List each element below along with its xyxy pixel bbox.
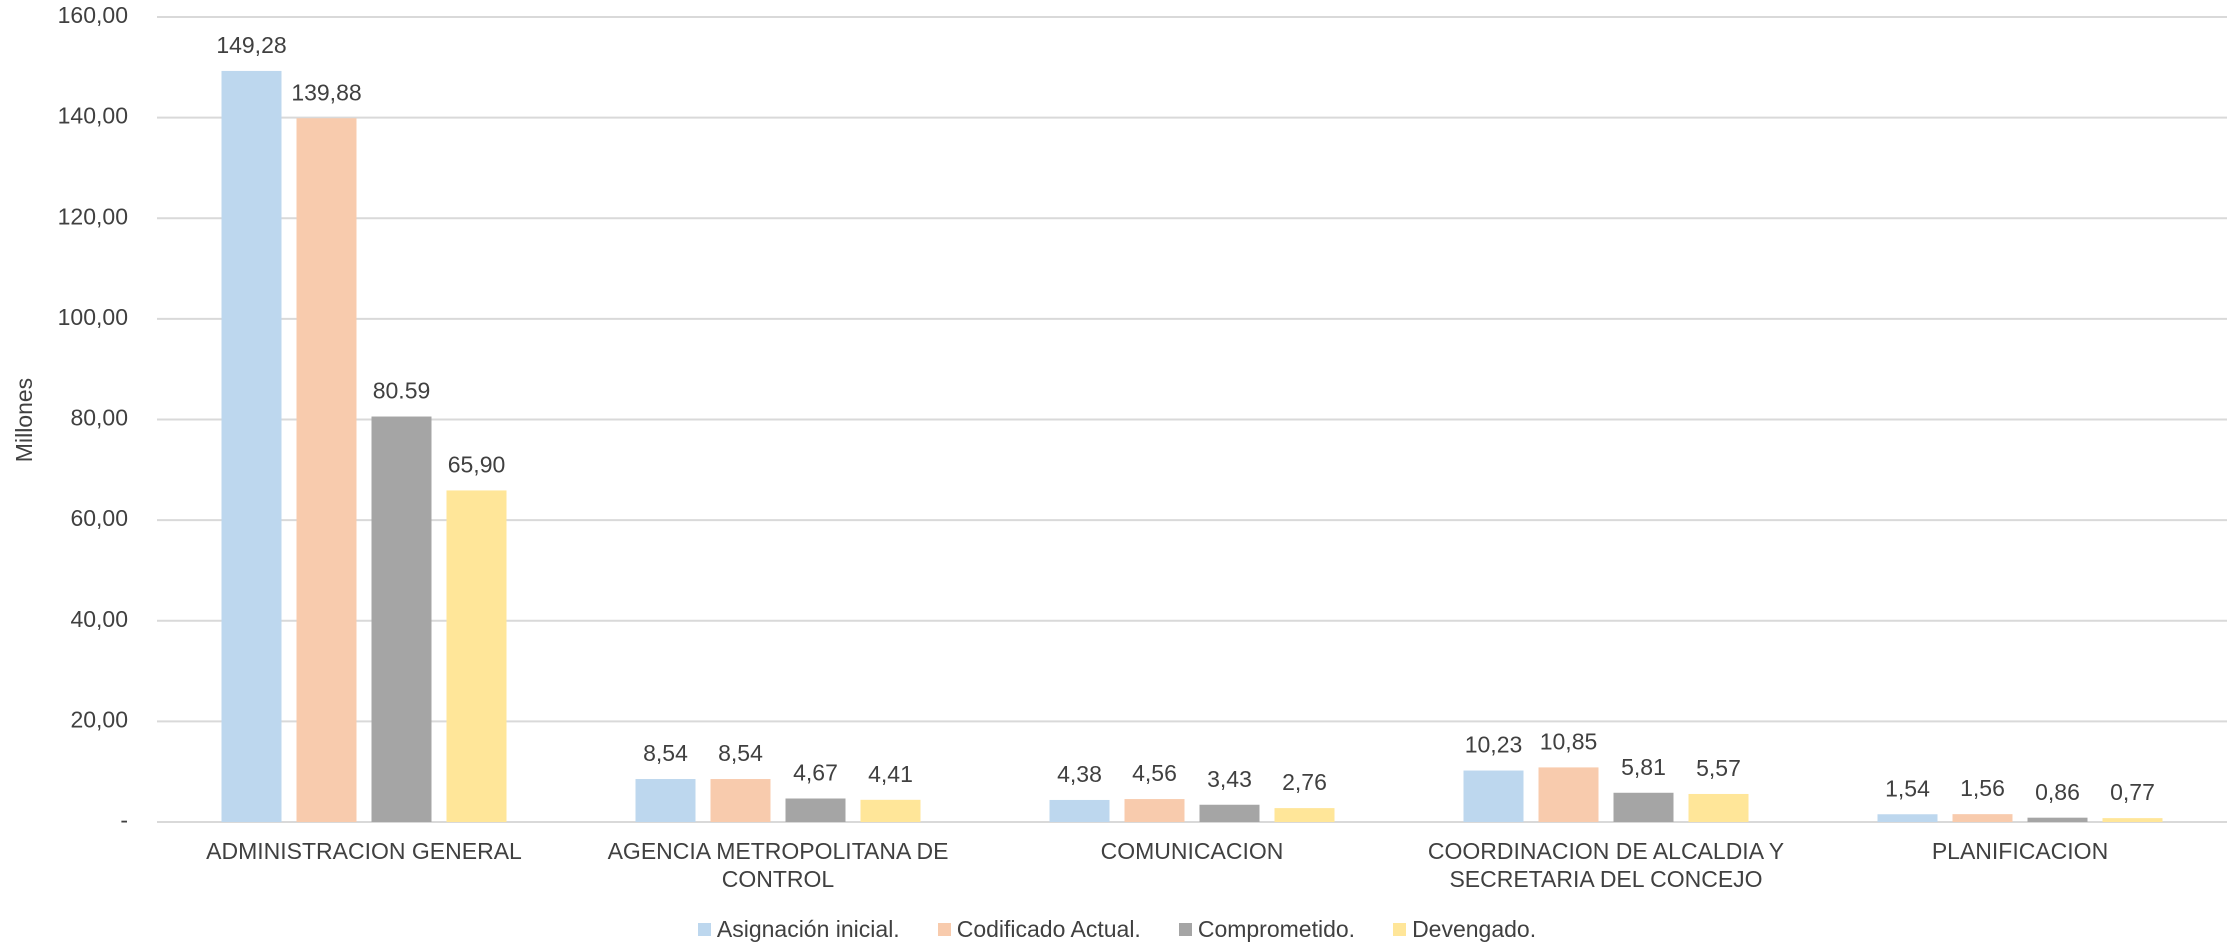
data-label: 65,90: [448, 452, 506, 478]
data-label: 0,77: [2110, 779, 2155, 805]
data-label: 1,56: [1960, 775, 2005, 801]
bar: [1952, 814, 2013, 822]
bar: [1463, 770, 1524, 822]
bar: [446, 490, 507, 822]
bar: [1124, 799, 1185, 822]
bar: [371, 416, 432, 822]
bar: [221, 70, 282, 822]
legend-label: Comprometido.: [1197, 916, 1356, 942]
legend-item: Devengado.: [1393, 916, 1536, 943]
data-label: 5,81: [1621, 754, 1666, 780]
data-label: 10,85: [1540, 728, 1598, 754]
y-tick-label: 120,00: [58, 203, 128, 229]
bar: [1199, 804, 1260, 822]
y-tick-label: 140,00: [58, 103, 128, 129]
data-label: 5,57: [1696, 755, 1741, 781]
y-tick-label: 20,00: [70, 706, 128, 732]
y-tick-label: 40,00: [70, 606, 128, 632]
bar: [1877, 814, 1938, 822]
data-label: 4,41: [868, 761, 913, 787]
bar: [1688, 793, 1749, 822]
x-tick-label: PLANIFICACION: [1931, 838, 2109, 864]
bar: [1049, 799, 1110, 822]
bar: [296, 118, 357, 822]
legend-swatch: [937, 923, 951, 936]
x-tick-label: COMUNICACION: [1100, 838, 1284, 864]
bar: [860, 799, 921, 822]
legend-item: Comprometido.: [1178, 916, 1356, 943]
legend-label: Devengado.: [1412, 916, 1537, 942]
legend-label: Codificado Actual.: [956, 916, 1141, 942]
data-label: 0,86: [2035, 779, 2080, 805]
y-tick-label: 160,00: [58, 2, 128, 28]
bar: [1538, 767, 1599, 822]
data-label: 2,76: [1282, 769, 1327, 795]
bar: [2027, 817, 2088, 822]
y-tick-label: 100,00: [58, 304, 128, 330]
legend-item: Codificado Actual.: [937, 916, 1141, 943]
data-label: 8,54: [643, 740, 688, 766]
y-axis-label: Millones: [11, 378, 37, 462]
bar: [1274, 808, 1335, 822]
legend-swatch: [1393, 923, 1407, 936]
x-tick-label: ADMINISTRACION GENERAL: [206, 838, 522, 864]
data-label: 8,54: [718, 740, 763, 766]
bar: [635, 779, 696, 822]
legend-label: Asignación inicial.: [716, 916, 900, 942]
data-label: 10,23: [1465, 732, 1523, 758]
data-label: 4,56: [1132, 760, 1177, 786]
data-label: 3,43: [1207, 766, 1252, 792]
bar: [1613, 792, 1674, 822]
legend: Asignación inicial. Codificado Actual. Com…: [0, 916, 2234, 943]
legend-swatch: [1178, 923, 1192, 936]
bar: [2102, 818, 2163, 822]
x-tick-label: AGENCIA METROPOLITANA DE CONTROL: [607, 838, 949, 892]
legend-swatch: [697, 923, 711, 936]
bar: [710, 779, 771, 822]
data-label: 80.59: [373, 378, 431, 404]
bar: [785, 798, 846, 822]
data-label: 4,38: [1057, 761, 1102, 787]
y-tick-label: -: [120, 807, 128, 833]
data-label: 1,54: [1885, 775, 1930, 801]
x-tick-label: COORDINACION DE ALCALDIA Y SECRETARIA DE…: [1427, 838, 1785, 892]
y-tick-label: 80,00: [70, 405, 128, 431]
data-label: 139,88: [291, 79, 361, 105]
data-label: 149,28: [216, 32, 286, 58]
data-label: 4,67: [793, 760, 838, 786]
legend-item: Asignación inicial.: [697, 916, 900, 943]
y-tick-label: 60,00: [70, 505, 128, 531]
